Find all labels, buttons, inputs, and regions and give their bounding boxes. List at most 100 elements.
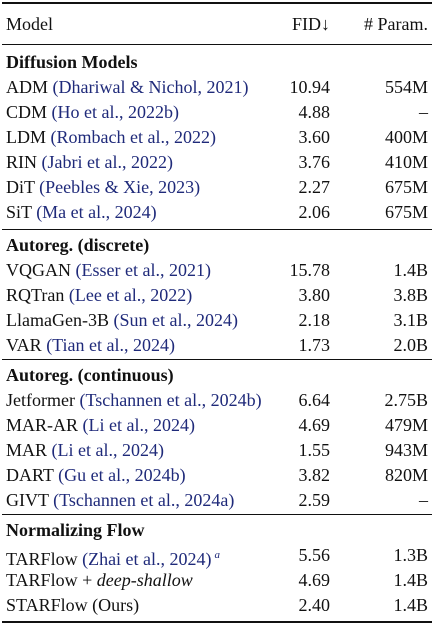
param-value: 3.8B bbox=[393, 285, 428, 305]
citation-link[interactable]: (Rombach et al., 2022) bbox=[50, 127, 216, 147]
param-value: 1.4B bbox=[393, 260, 428, 280]
group-title: Normalizing Flow bbox=[6, 520, 145, 540]
fid-value: 2.18 bbox=[298, 310, 331, 330]
param-value: 1.4B bbox=[393, 595, 428, 615]
fid-value: 4.69 bbox=[298, 570, 331, 590]
header-row: Model FID↓ # Param. bbox=[0, 12, 434, 37]
citation-link[interactable]: (Tian et al., 2024) bbox=[46, 335, 176, 355]
fid-value: 2.40 bbox=[298, 595, 331, 615]
citation-link[interactable]: (Dhariwal & Nichol, 2021) bbox=[52, 77, 249, 97]
fid-value: 10.94 bbox=[289, 77, 331, 97]
table-row: RIN (Jabri et al., 2022) 3.76 410M bbox=[0, 150, 434, 175]
model-name: RQTran bbox=[6, 285, 65, 305]
table-row: CDM (Ho et al., 2022b) 4.88 – bbox=[0, 100, 434, 125]
param-value: 1.3B bbox=[393, 545, 428, 565]
param-value: – bbox=[419, 102, 428, 122]
section-rule bbox=[2, 229, 432, 230]
model-name: CDM bbox=[6, 102, 48, 122]
fid-value: 1.55 bbox=[298, 440, 331, 460]
fid-value: 3.76 bbox=[298, 152, 331, 172]
model-name: VQGAN bbox=[6, 260, 71, 280]
table-row: MAR (Li et al., 2024) 1.55 943M bbox=[0, 438, 434, 463]
model-name: DiT bbox=[6, 177, 35, 197]
model-name: TARFlow + bbox=[6, 570, 97, 590]
model-name: VAR bbox=[6, 335, 42, 355]
section-rule bbox=[2, 514, 432, 515]
fid-value: 2.27 bbox=[298, 177, 331, 197]
table-row: ADM (Dhariwal & Nichol, 2021) 10.94 554M bbox=[0, 75, 434, 100]
fid-value: 2.59 bbox=[298, 490, 331, 510]
table-row: LDM (Rombach et al., 2022) 3.60 400M bbox=[0, 125, 434, 150]
param-value: – bbox=[419, 490, 428, 510]
param-value: 1.4B bbox=[393, 570, 428, 590]
param-value: 410M bbox=[384, 152, 428, 172]
model-name: GIVT bbox=[6, 490, 49, 510]
fid-value: 5.56 bbox=[298, 545, 331, 565]
citation-link[interactable]: (Ho et al., 2022b) bbox=[51, 102, 179, 122]
group-title-diffusion: Diffusion Models bbox=[0, 50, 434, 75]
fid-value: 2.06 bbox=[298, 202, 331, 222]
param-value: 675M bbox=[384, 202, 428, 222]
table-row: SiT (Ma et al., 2024) 2.06 675M bbox=[0, 200, 434, 225]
model-name: RIN bbox=[6, 152, 37, 172]
table-row: VAR (Tian et al., 2024) 1.73 2.0B bbox=[0, 333, 434, 358]
citation-link[interactable]: (Li et al., 2024) bbox=[51, 440, 164, 460]
param-value: 675M bbox=[384, 177, 428, 197]
param-value: 943M bbox=[384, 440, 428, 460]
model-name: MAR-AR bbox=[6, 415, 79, 435]
citation-link[interactable]: (Gu et al., 2024b) bbox=[58, 465, 186, 485]
bottom-rule bbox=[2, 621, 432, 623]
model-name: Jetformer bbox=[6, 390, 75, 410]
group-title-flow: Normalizing Flow bbox=[0, 518, 434, 543]
table-row: STARFlow (Ours) 2.40 1.4B bbox=[0, 593, 434, 618]
fid-value: 3.82 bbox=[298, 465, 331, 485]
param-value: 2.75B bbox=[384, 390, 428, 410]
citation-link[interactable]: (Tschannen et al., 2024b) bbox=[79, 390, 262, 410]
citation-link[interactable]: (Tschannen et al., 2024a) bbox=[53, 490, 235, 510]
fid-value: 4.69 bbox=[298, 415, 331, 435]
citation-link[interactable]: (Jabri et al., 2022) bbox=[41, 152, 173, 172]
group-title: Autoreg. (discrete) bbox=[6, 235, 150, 255]
model-name: MAR bbox=[6, 440, 48, 460]
model-name: TARFlow bbox=[6, 549, 78, 569]
fid-value: 3.60 bbox=[298, 127, 331, 147]
fid-value: 6.64 bbox=[298, 390, 331, 410]
group-title-discrete: Autoreg. (discrete) bbox=[0, 233, 434, 258]
table-row: DART (Gu et al., 2024b) 3.82 820M bbox=[0, 463, 434, 488]
table-row: DiT (Peebles & Xie, 2023) 2.27 675M bbox=[0, 175, 434, 200]
table-row: TARFlow + deep-shallow 4.69 1.4B bbox=[0, 568, 434, 593]
citation-link[interactable]: (Lee et al., 2022) bbox=[68, 285, 193, 305]
citation-link[interactable]: (Esser et al., 2021) bbox=[75, 260, 211, 280]
fid-value: 15.78 bbox=[289, 260, 331, 280]
footnote-marker[interactable]: a bbox=[214, 549, 221, 561]
top-rule bbox=[2, 2, 432, 4]
fid-value: 1.73 bbox=[298, 335, 331, 355]
model-name: DART bbox=[6, 465, 54, 485]
header-rule bbox=[2, 44, 432, 45]
citation-link[interactable]: (Zhai et al., 2024) bbox=[82, 549, 212, 569]
header-params: # Param. bbox=[364, 14, 428, 34]
group-title: Diffusion Models bbox=[6, 52, 138, 72]
citation-link[interactable]: (Li et al., 2024) bbox=[82, 415, 195, 435]
model-name: LDM bbox=[6, 127, 46, 147]
model-name: ADM bbox=[6, 77, 49, 97]
param-value: 2.0B bbox=[393, 335, 428, 355]
variant-label: deep-shallow bbox=[96, 570, 193, 590]
param-value: 554M bbox=[384, 77, 428, 97]
group-title-continuous: Autoreg. (continuous) bbox=[0, 363, 434, 388]
header-model: Model bbox=[6, 14, 53, 34]
citation-link[interactable]: (Ma et al., 2024) bbox=[36, 202, 157, 222]
group-title: Autoreg. (continuous) bbox=[6, 365, 174, 385]
table-row: Jetformer (Tschannen et al., 2024b) 6.64… bbox=[0, 388, 434, 413]
param-value: 820M bbox=[384, 465, 428, 485]
citation-link[interactable]: (Peebles & Xie, 2023) bbox=[39, 177, 201, 197]
citation-link[interactable]: (Sun et al., 2024) bbox=[113, 310, 238, 330]
param-value: 479M bbox=[384, 415, 428, 435]
param-value: 400M bbox=[384, 127, 428, 147]
table-row: TARFlow (Zhai et al., 2024) a 5.56 1.3B bbox=[0, 543, 434, 569]
table-row: LlamaGen-3B (Sun et al., 2024) 2.18 3.1B bbox=[0, 308, 434, 333]
section-rule bbox=[2, 359, 432, 360]
table-row: MAR-AR (Li et al., 2024) 4.69 479M bbox=[0, 413, 434, 438]
fid-value: 3.80 bbox=[298, 285, 331, 305]
